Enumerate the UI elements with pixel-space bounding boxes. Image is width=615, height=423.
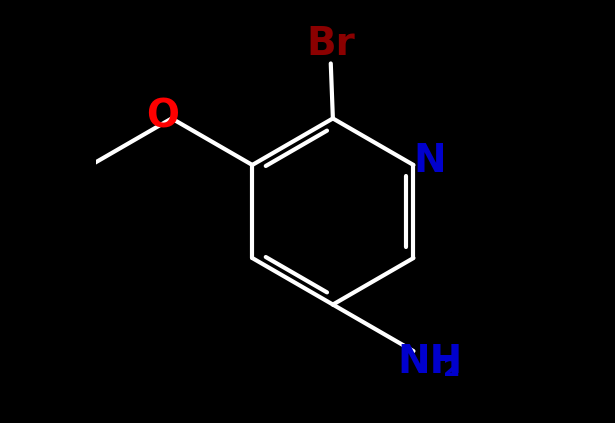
Text: NH: NH — [398, 343, 463, 381]
Text: 2: 2 — [443, 357, 460, 381]
Text: O: O — [146, 97, 179, 135]
Text: Br: Br — [306, 25, 355, 63]
Text: N: N — [413, 142, 446, 180]
